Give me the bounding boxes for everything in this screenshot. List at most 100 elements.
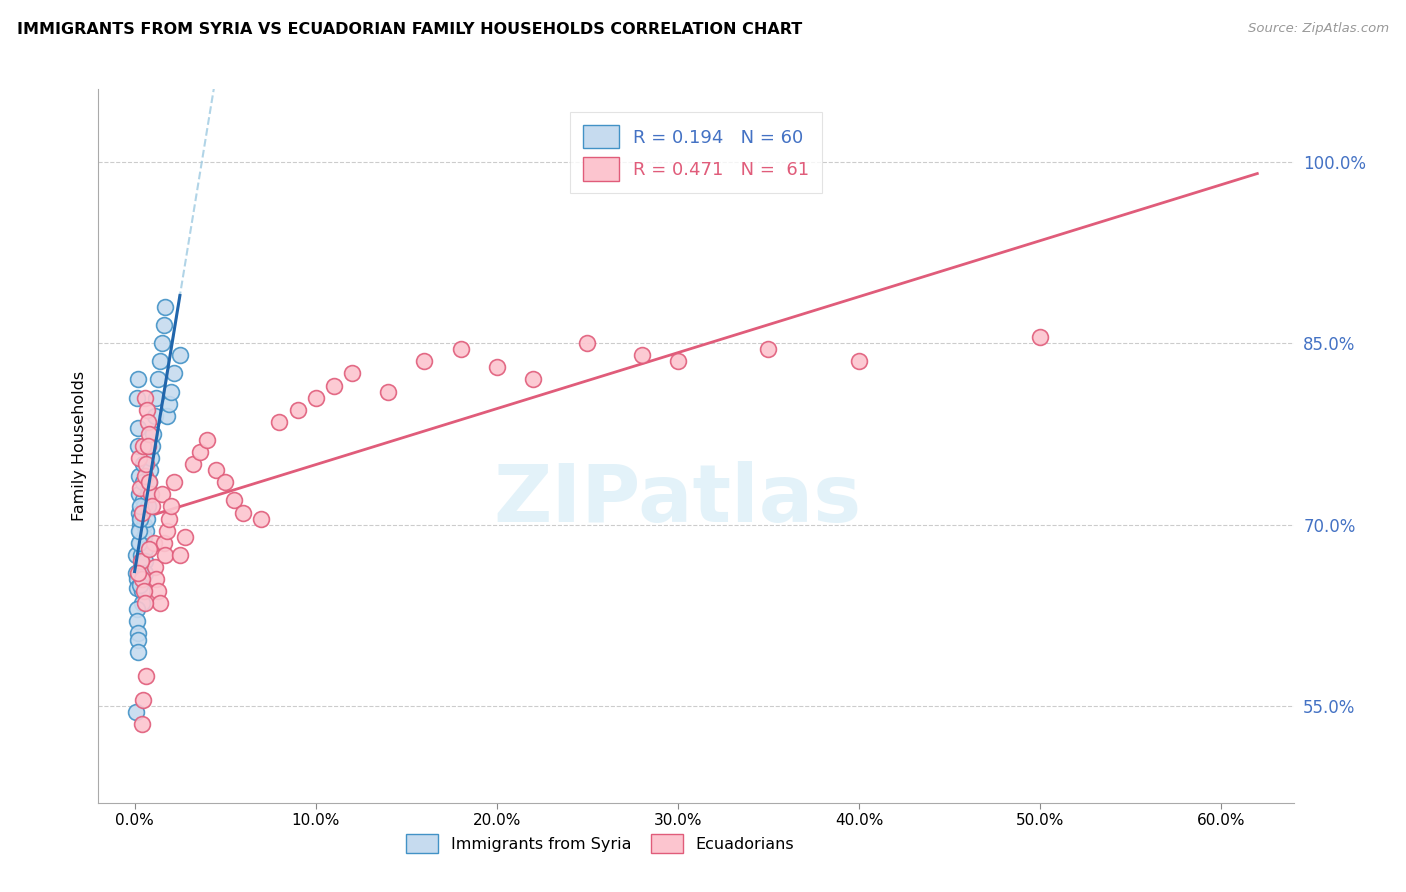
Point: [145, 572, 167, 586]
Point: [232, 506, 254, 520]
Point: [174, 530, 197, 544]
Point: [142, 426, 165, 441]
Point: [125, 581, 148, 595]
Point: [152, 535, 174, 549]
Point: [127, 615, 149, 629]
Point: [142, 535, 165, 549]
Point: [377, 384, 399, 399]
Point: [156, 524, 179, 538]
Point: [139, 487, 162, 501]
Point: [1029, 330, 1052, 344]
Point: [450, 343, 472, 357]
Point: [134, 541, 156, 556]
Point: [148, 372, 170, 386]
Point: [150, 487, 173, 501]
Point: [250, 511, 273, 525]
Point: [128, 517, 150, 532]
Point: [141, 439, 163, 453]
Point: [134, 566, 156, 580]
Point: [127, 626, 149, 640]
Point: [132, 693, 155, 707]
Point: [149, 354, 172, 368]
Point: [157, 397, 180, 411]
Point: [127, 372, 149, 386]
Point: [128, 535, 150, 549]
Point: [188, 445, 211, 459]
Point: [576, 336, 599, 351]
Text: ZIPatlas: ZIPatlas: [494, 461, 862, 540]
Point: [522, 372, 544, 386]
Point: [141, 500, 163, 514]
Point: [287, 402, 309, 417]
Point: [413, 354, 436, 368]
Text: Source: ZipAtlas.com: Source: ZipAtlas.com: [1249, 22, 1389, 36]
Point: [128, 451, 150, 466]
Point: [136, 439, 159, 453]
Point: [125, 572, 148, 586]
Y-axis label: Family Households: Family Households: [72, 371, 87, 521]
Point: [129, 548, 152, 562]
Point: [136, 415, 159, 429]
Point: [131, 572, 153, 586]
Point: [132, 457, 155, 471]
Point: [169, 548, 191, 562]
Point: [125, 602, 148, 616]
Point: [195, 433, 218, 447]
Point: [149, 596, 172, 610]
Point: [131, 493, 153, 508]
Point: [132, 500, 155, 514]
Point: [666, 354, 689, 368]
Point: [139, 463, 162, 477]
Point: [150, 336, 173, 351]
Point: [128, 506, 150, 520]
Point: [152, 318, 174, 332]
Point: [181, 457, 204, 471]
Point: [485, 360, 508, 375]
Point: [138, 541, 160, 556]
Point: [322, 378, 344, 392]
Point: [135, 457, 157, 471]
Point: [163, 475, 186, 490]
Point: [131, 506, 153, 520]
Point: [128, 524, 150, 538]
Point: [138, 426, 160, 441]
Point: [134, 596, 156, 610]
Point: [127, 645, 149, 659]
Point: [136, 402, 159, 417]
Point: [138, 475, 160, 490]
Point: [135, 524, 157, 538]
Point: [128, 511, 150, 525]
Point: [630, 348, 652, 362]
Point: [163, 367, 186, 381]
Point: [132, 475, 155, 490]
Point: [340, 367, 363, 381]
Point: [156, 409, 179, 423]
Point: [269, 415, 291, 429]
Point: [155, 300, 177, 314]
Point: [129, 524, 152, 538]
Legend: Immigrants from Syria, Ecuadorians: Immigrants from Syria, Ecuadorians: [401, 828, 800, 859]
Point: [127, 566, 149, 580]
Point: [848, 354, 870, 368]
Point: [127, 421, 149, 435]
Point: [134, 469, 156, 483]
Point: [128, 500, 150, 514]
Point: [134, 530, 156, 544]
Point: [138, 475, 160, 490]
Text: IMMIGRANTS FROM SYRIA VS ECUADORIAN FAMILY HOUSEHOLDS CORRELATION CHART: IMMIGRANTS FROM SYRIA VS ECUADORIAN FAMI…: [17, 22, 801, 37]
Point: [129, 578, 152, 592]
Point: [134, 554, 156, 568]
Point: [148, 584, 170, 599]
Point: [132, 517, 155, 532]
Point: [125, 548, 148, 562]
Point: [131, 572, 153, 586]
Point: [205, 463, 228, 477]
Point: [305, 391, 328, 405]
Point: [129, 560, 152, 574]
Point: [145, 391, 167, 405]
Point: [160, 384, 183, 399]
Point: [128, 469, 150, 483]
Point: [135, 669, 157, 683]
Point: [125, 705, 148, 719]
Point: [224, 493, 246, 508]
